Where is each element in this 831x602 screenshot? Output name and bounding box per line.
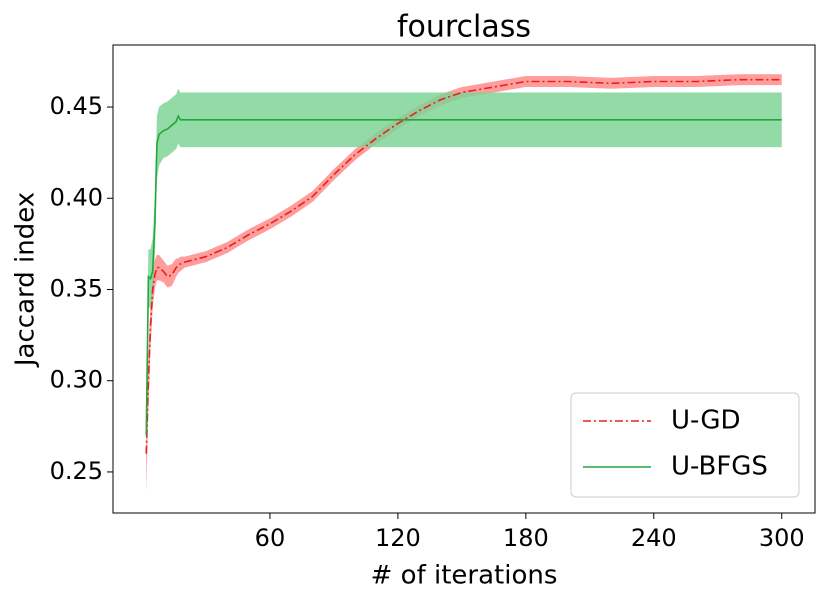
x-tick-label: 180 bbox=[503, 524, 549, 552]
plot-frame bbox=[112, 44, 816, 514]
x-tick-label: 60 bbox=[255, 524, 286, 552]
x-tick-label: 120 bbox=[375, 524, 421, 552]
line bbox=[145, 114, 782, 436]
y-tick-label: 0.30 bbox=[50, 366, 103, 394]
legend-label: U-GD bbox=[671, 406, 741, 436]
legend-label: U-BFGS bbox=[671, 452, 768, 482]
y-axis-label: Jaccard index bbox=[11, 192, 41, 368]
y-tick-label: 0.35 bbox=[50, 274, 103, 302]
y-tick-label: 0.40 bbox=[50, 183, 103, 211]
x-tick-label: 240 bbox=[631, 524, 677, 552]
chart-title: fourclass bbox=[397, 10, 531, 45]
band bbox=[146, 88, 782, 463]
y-tick-label: 0.45 bbox=[50, 92, 103, 120]
x-tick-label: 300 bbox=[759, 524, 805, 552]
y-tick-label: 0.25 bbox=[50, 457, 103, 485]
x-axis-label: # of iterations bbox=[371, 561, 558, 591]
legend-box bbox=[570, 392, 800, 498]
line bbox=[145, 78, 782, 454]
